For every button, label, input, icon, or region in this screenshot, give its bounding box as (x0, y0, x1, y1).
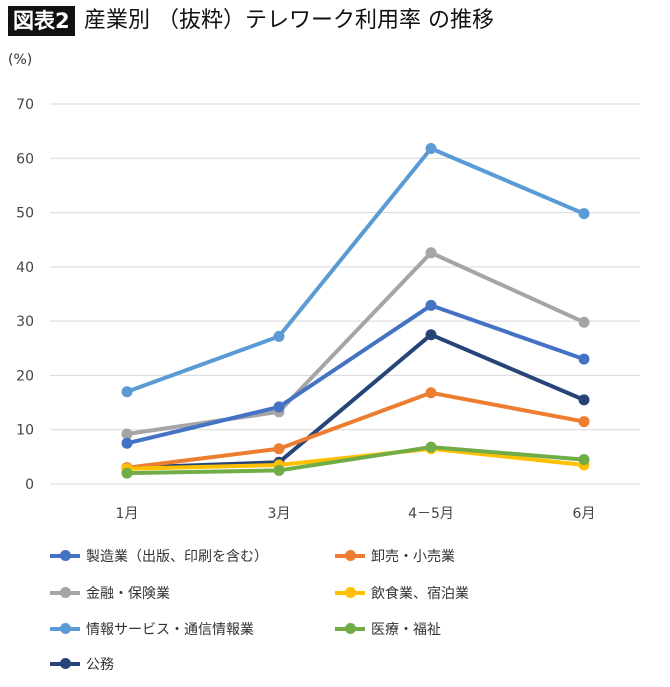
data-point (578, 416, 590, 428)
legend-label: 公務 (86, 657, 114, 673)
legend-item: 飲食業、宿泊業 (335, 583, 469, 603)
legend-swatch (50, 587, 80, 598)
data-point (121, 428, 133, 440)
data-point (121, 386, 133, 398)
legend-label: 金融・保険業 (86, 586, 170, 602)
y-axis-unit: (%) (8, 52, 33, 68)
data-point (578, 316, 590, 328)
legend-item: 公務 (50, 654, 114, 674)
data-point (578, 208, 590, 220)
y-tick-label: 0 (25, 477, 34, 493)
legend-item: 医療・福祉 (335, 619, 441, 639)
figure-badge: 図表2 (8, 6, 75, 36)
x-tick-label: 1月 (116, 506, 139, 522)
legend-label: 飲食業、宿泊業 (371, 586, 469, 602)
chart-title: 産業別 （抜粋）テレワーク利用率 の推移 (84, 8, 494, 33)
data-point (273, 464, 285, 476)
y-tick-label: 40 (16, 260, 34, 276)
y-tick-label: 60 (16, 151, 34, 167)
data-point (578, 454, 590, 466)
legend-label: 情報サービス・通信情報業 (86, 622, 254, 638)
y-tick-label: 20 (16, 368, 34, 384)
series-line (126, 390, 585, 470)
data-point (425, 299, 437, 311)
legend-item: 金融・保険業 (50, 583, 170, 603)
data-point (425, 329, 437, 341)
legend-item: 卸売・小売業 (335, 546, 455, 566)
data-point (578, 353, 590, 365)
data-point (425, 247, 437, 259)
series-line (126, 445, 585, 476)
legend-label: 医療・福祉 (371, 622, 441, 638)
x-tick-label: 4－5月 (408, 506, 454, 522)
data-point (273, 330, 285, 342)
legend-item: 情報サービス・通信情報業 (50, 619, 254, 639)
x-tick-label: 3月 (268, 506, 291, 522)
legend-swatch (335, 587, 365, 598)
y-tick-label: 70 (16, 97, 34, 113)
series-line (126, 146, 585, 394)
y-tick-label: 50 (16, 206, 34, 222)
series-line (126, 250, 585, 437)
data-point (425, 143, 437, 155)
data-point (121, 467, 133, 479)
legend-label: 卸売・小売業 (371, 549, 455, 565)
legend-swatch (335, 550, 365, 561)
data-point (425, 441, 437, 453)
legend-item: 製造業（出版、印刷を含む） (50, 546, 268, 566)
data-point (121, 437, 133, 449)
legend-swatch (50, 550, 80, 561)
data-point (425, 387, 437, 399)
y-tick-label: 30 (16, 314, 34, 330)
legend-swatch (50, 658, 80, 669)
series-line (126, 303, 585, 446)
data-point (273, 401, 285, 413)
y-tick-label: 10 (16, 423, 34, 439)
data-point (273, 443, 285, 455)
x-tick-label: 6月 (573, 506, 596, 522)
legend-swatch (335, 623, 365, 634)
data-point (578, 394, 590, 406)
legend-swatch (50, 623, 80, 634)
legend-label: 製造業（出版、印刷を含む） (86, 549, 268, 565)
